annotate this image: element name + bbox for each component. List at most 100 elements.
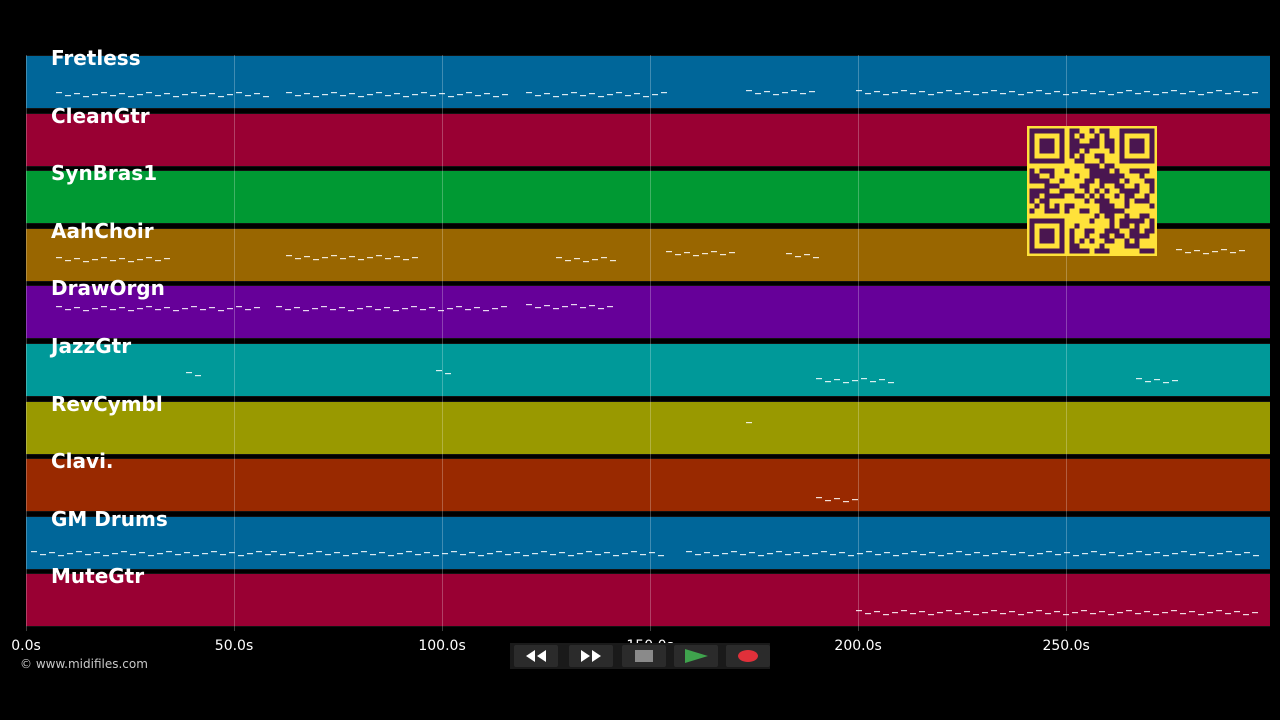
stop-button[interactable] bbox=[622, 645, 666, 667]
qr-module bbox=[1049, 248, 1055, 254]
note-event bbox=[865, 93, 871, 95]
qr-module bbox=[1104, 203, 1110, 209]
record-button[interactable] bbox=[726, 645, 770, 667]
qr-module bbox=[1079, 153, 1085, 159]
track-lane[interactable]: MuteGtr bbox=[26, 564, 1270, 627]
qr-module bbox=[1059, 238, 1065, 244]
note-event bbox=[592, 259, 598, 261]
track-lane[interactable]: RevCymbl bbox=[26, 392, 1270, 455]
note-event bbox=[1099, 91, 1105, 93]
qr-module bbox=[1144, 233, 1150, 239]
qr-module bbox=[1099, 243, 1105, 249]
qr-module bbox=[1069, 153, 1075, 159]
qr-module bbox=[1094, 143, 1100, 149]
note-event bbox=[809, 91, 815, 93]
note-event bbox=[487, 553, 493, 555]
copyright-notice: © www.midifiles.com bbox=[20, 657, 148, 671]
note-event bbox=[128, 96, 134, 98]
qr-module bbox=[1109, 173, 1115, 179]
qr-module bbox=[1059, 143, 1065, 149]
note-events-graphic bbox=[31, 551, 1259, 557]
note-event bbox=[58, 555, 64, 557]
track-lane[interactable]: GM Drums bbox=[26, 507, 1270, 570]
qr-module bbox=[1104, 178, 1110, 184]
note-event bbox=[128, 261, 134, 263]
note-event bbox=[457, 94, 463, 96]
qr-module bbox=[1044, 193, 1050, 199]
qr-module bbox=[1084, 178, 1090, 184]
note-events bbox=[26, 229, 1270, 283]
note-event bbox=[466, 92, 472, 94]
note-event bbox=[403, 96, 409, 98]
track-lane[interactable]: JazzGtr bbox=[26, 334, 1270, 397]
qr-module bbox=[1039, 143, 1045, 149]
qr-module bbox=[1114, 178, 1120, 184]
note-event bbox=[888, 382, 894, 384]
note-event bbox=[782, 92, 788, 94]
track-name: GM Drums bbox=[51, 507, 168, 531]
qr-module bbox=[1074, 193, 1080, 199]
qr-module bbox=[1084, 183, 1090, 189]
fast-forward-button[interactable] bbox=[569, 645, 613, 667]
note-event bbox=[349, 93, 355, 95]
qr-module bbox=[1029, 148, 1035, 154]
qr-module bbox=[1124, 243, 1130, 249]
note-event bbox=[553, 308, 559, 310]
note-event bbox=[713, 555, 719, 557]
qr-module bbox=[1134, 143, 1140, 149]
qr-module bbox=[1134, 218, 1140, 224]
qr-module bbox=[1084, 233, 1090, 239]
qr-module bbox=[1129, 228, 1135, 234]
note-event bbox=[402, 308, 408, 310]
note-event bbox=[307, 553, 313, 555]
qr-module bbox=[1089, 238, 1095, 244]
note-event bbox=[702, 253, 708, 255]
note-event bbox=[535, 95, 541, 97]
qr-module bbox=[1134, 138, 1140, 144]
qr-module bbox=[1069, 203, 1075, 209]
note-event bbox=[1000, 613, 1006, 615]
note-event bbox=[1198, 614, 1204, 616]
note-event bbox=[794, 552, 800, 554]
qr-module bbox=[1124, 193, 1130, 199]
note-event bbox=[424, 552, 430, 554]
qr-module bbox=[1119, 223, 1125, 229]
note-event bbox=[544, 93, 550, 95]
note-event bbox=[711, 251, 717, 253]
qr-module bbox=[1059, 153, 1065, 159]
play-button[interactable] bbox=[674, 645, 718, 667]
qr-module bbox=[1044, 248, 1050, 254]
note-event bbox=[438, 310, 444, 312]
note-event bbox=[370, 554, 376, 556]
note-event bbox=[1028, 555, 1034, 557]
note-event bbox=[340, 95, 346, 97]
note-event bbox=[280, 554, 286, 556]
rewind-button[interactable] bbox=[514, 645, 558, 667]
note-event bbox=[879, 379, 885, 381]
qr-module bbox=[1044, 208, 1050, 214]
track-lane[interactable]: Clavi. bbox=[26, 449, 1270, 512]
track-lane[interactable]: Fretless bbox=[26, 46, 1270, 109]
note-event bbox=[331, 92, 337, 94]
note-event bbox=[40, 554, 46, 556]
note-event bbox=[101, 257, 107, 259]
track-name: MuteGtr bbox=[51, 564, 145, 588]
note-event bbox=[598, 308, 604, 310]
note-event bbox=[501, 306, 507, 308]
track-lane[interactable]: DrawOrgn bbox=[26, 276, 1270, 339]
note-event bbox=[610, 260, 616, 262]
note-event bbox=[493, 96, 499, 98]
qr-module bbox=[1149, 228, 1155, 234]
note-event bbox=[295, 95, 301, 97]
note-event bbox=[245, 309, 251, 311]
qr-module bbox=[1074, 143, 1080, 149]
note-event bbox=[325, 554, 331, 556]
qr-module bbox=[1099, 178, 1105, 184]
note-event bbox=[1252, 92, 1258, 94]
qr-module bbox=[1124, 213, 1130, 219]
note-event bbox=[393, 310, 399, 312]
note-event bbox=[1126, 90, 1132, 92]
qr-module bbox=[1099, 173, 1105, 179]
qr-module bbox=[1054, 183, 1060, 189]
qr-module bbox=[1039, 128, 1045, 134]
